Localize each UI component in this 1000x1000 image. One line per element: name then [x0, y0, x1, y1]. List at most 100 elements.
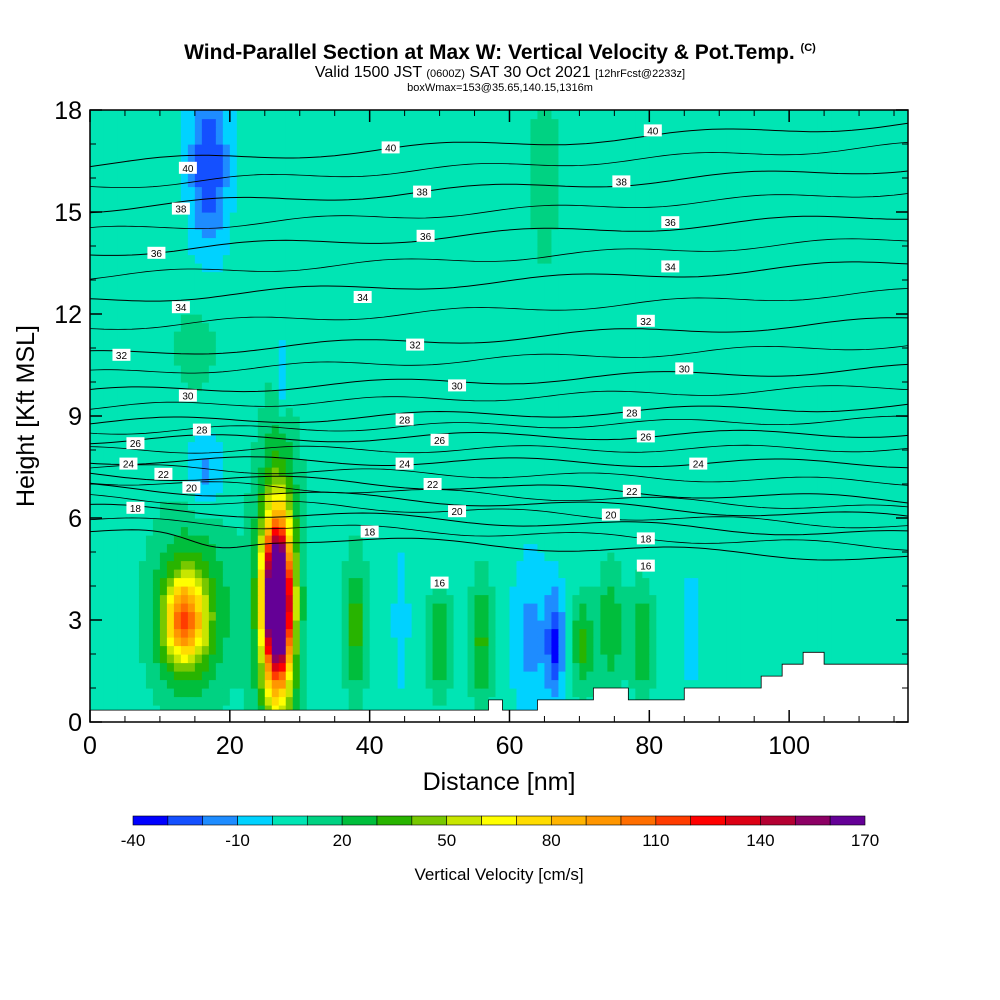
w-cell	[852, 603, 860, 613]
w-cell	[488, 543, 497, 553]
w-cell	[313, 705, 322, 715]
w-cell	[579, 645, 587, 655]
w-cell	[901, 373, 908, 383]
w-cell	[516, 458, 525, 468]
w-cell	[313, 433, 322, 443]
w-cell	[250, 611, 259, 621]
w-cell	[558, 594, 567, 604]
w-cell	[817, 509, 825, 519]
w-cell	[404, 492, 413, 502]
w-cell	[782, 424, 790, 434]
w-cell	[586, 552, 594, 562]
w-cell	[530, 628, 539, 638]
w-cell	[509, 552, 518, 562]
w-cell	[579, 577, 587, 587]
w-cell	[509, 450, 518, 460]
w-cell	[90, 569, 98, 579]
w-cell	[383, 407, 392, 417]
w-cell	[348, 603, 357, 613]
w-cell	[201, 628, 210, 638]
w-cell	[726, 441, 734, 451]
w-cell	[208, 509, 217, 519]
w-cell	[509, 373, 518, 383]
w-cell	[243, 518, 252, 528]
w-cell	[754, 535, 762, 545]
w-cell	[404, 603, 413, 613]
w-cell	[537, 365, 546, 375]
w-cell	[96, 390, 105, 400]
w-cell	[838, 390, 846, 400]
w-cell	[866, 620, 874, 630]
w-cell	[516, 654, 525, 664]
w-cell	[341, 475, 350, 485]
w-cell	[467, 611, 476, 621]
w-cell	[306, 407, 315, 417]
w-cell	[194, 450, 203, 460]
w-cell	[670, 399, 678, 409]
w-cell	[530, 373, 539, 383]
w-cell	[684, 526, 692, 536]
w-cell	[166, 441, 175, 451]
w-cell	[320, 416, 329, 426]
w-cell	[712, 594, 720, 604]
w-cell	[362, 373, 371, 383]
w-cell	[516, 501, 525, 511]
w-cell	[754, 424, 762, 434]
w-cell	[593, 467, 601, 477]
w-cell	[782, 416, 790, 426]
w-cell	[817, 433, 825, 443]
w-cell	[355, 390, 364, 400]
w-cell	[103, 654, 112, 664]
w-cell	[187, 577, 196, 587]
w-cell	[383, 620, 392, 630]
w-cell	[614, 526, 622, 536]
w-cell	[705, 407, 713, 417]
w-cell	[194, 560, 203, 570]
w-cell	[467, 586, 476, 596]
w-cell	[257, 356, 266, 366]
w-cell	[362, 509, 371, 519]
w-cell	[509, 671, 518, 681]
w-cell	[551, 484, 560, 494]
w-cell	[96, 484, 105, 494]
w-cell	[250, 620, 259, 630]
w-cell	[516, 603, 525, 613]
w-cell	[558, 356, 567, 366]
w-cell	[530, 620, 539, 630]
w-cell	[271, 586, 280, 596]
w-cell	[691, 467, 699, 477]
w-cell	[663, 382, 671, 392]
w-cell	[614, 356, 622, 366]
w-cell	[670, 543, 678, 553]
w-cell	[327, 662, 336, 672]
w-cell	[96, 679, 105, 689]
w-cell	[446, 577, 455, 587]
w-cell	[614, 611, 622, 621]
w-cell	[761, 492, 769, 502]
w-cell	[439, 373, 448, 383]
w-cell	[572, 501, 581, 511]
w-cell	[621, 433, 629, 443]
w-cell	[355, 645, 364, 655]
w-cell	[656, 416, 664, 426]
w-cell	[586, 373, 594, 383]
w-cell	[551, 416, 560, 426]
w-cell	[523, 560, 532, 570]
w-cell	[327, 467, 336, 477]
w-cell	[621, 356, 629, 366]
w-cell	[474, 543, 483, 553]
w-cell	[229, 518, 238, 528]
w-cell	[488, 611, 497, 621]
w-cell	[866, 569, 874, 579]
w-cell	[341, 603, 350, 613]
w-cell	[425, 356, 434, 366]
w-cell	[348, 382, 357, 392]
w-cell	[103, 492, 112, 502]
w-cell	[117, 484, 126, 494]
w-cell	[131, 450, 140, 460]
w-cell	[754, 654, 762, 664]
w-cell	[90, 577, 98, 587]
w-cell	[670, 467, 678, 477]
w-cell	[880, 603, 888, 613]
w-cell	[677, 526, 685, 536]
